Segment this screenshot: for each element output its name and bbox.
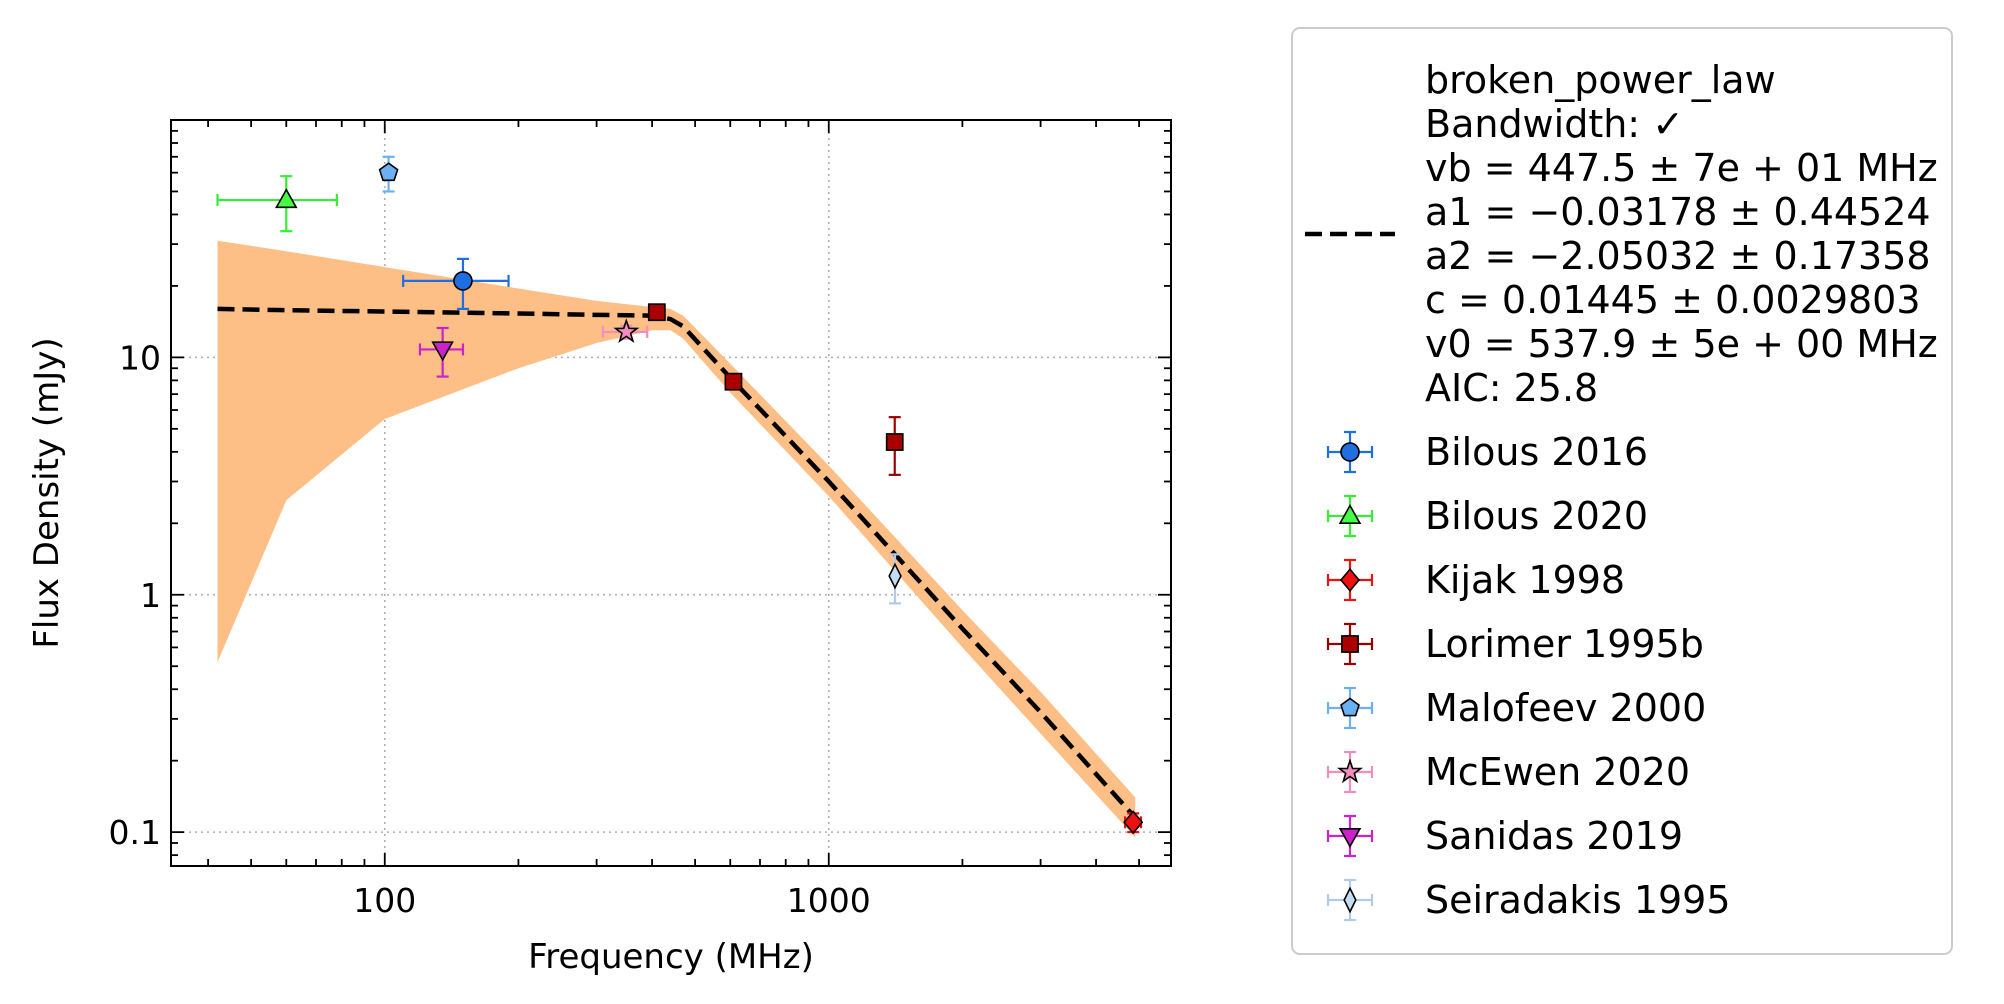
legend-marker — [1340, 442, 1360, 462]
series-lorimer-1995b — [647, 303, 904, 476]
legend-label: Seiradakis 1995 — [1425, 878, 1731, 922]
data-point — [1123, 810, 1144, 835]
legend-label: Bilous 2020 — [1425, 494, 1648, 538]
series-seiradakis-1995 — [888, 553, 902, 605]
legend-marker — [1343, 886, 1357, 914]
legend-entry: Malofeev 2000 — [1326, 686, 1706, 730]
data-point — [453, 271, 473, 291]
data-point — [613, 318, 640, 343]
legend-marker — [1338, 503, 1362, 525]
legend-marker — [1336, 758, 1364, 784]
legend-model-line: a2 = −2.05032 ± 0.17358 — [1425, 234, 1931, 278]
series-kijak-1998 — [1123, 810, 1144, 835]
legend-box — [1291, 27, 1953, 955]
y-axis-label: Flux Density (mJy) — [27, 337, 67, 648]
legend-entry: Kijak 1998 — [1326, 558, 1625, 602]
legend-marker — [1339, 567, 1361, 593]
legend-marker — [1340, 697, 1360, 717]
legend-entry: Seiradakis 1995 — [1326, 878, 1731, 922]
legend-model-line: a1 = −0.03178 ± 0.44524 — [1425, 190, 1931, 234]
legend-model-line: broken_power_law — [1425, 58, 1776, 102]
legend-entry: McEwen 2020 — [1326, 750, 1690, 794]
legend-marker — [1338, 827, 1362, 849]
legend-model-line: vb = 447.5 ± 7e + 01 MHz — [1425, 146, 1938, 190]
legend-label: Sanidas 2019 — [1425, 814, 1683, 858]
data-point — [431, 341, 454, 362]
legend-label: Malofeev 2000 — [1425, 686, 1706, 730]
y-tick-label: 0.1 — [109, 813, 161, 852]
data-point — [724, 372, 743, 391]
x-axis-label: Frequency (MHz) — [528, 937, 814, 977]
series-bilous-2020 — [216, 175, 338, 233]
legend-model-line: Bandwidth: ✓ — [1425, 102, 1684, 146]
x-tick-label: 100 — [353, 881, 416, 920]
legend-model-line: c = 0.01445 ± 0.0029803 — [1425, 278, 1921, 322]
legend-label: Kijak 1998 — [1425, 558, 1625, 602]
series-malofeev-2000 — [378, 155, 399, 193]
legend-label: McEwen 2020 — [1425, 750, 1690, 794]
series-sanidas-2019 — [418, 326, 465, 378]
data-point — [888, 562, 902, 590]
legend-entry: Sanidas 2019 — [1326, 814, 1683, 858]
legend-model-line: v0 = 537.9 ± 5e + 00 MHz — [1425, 322, 1938, 366]
fit-line — [217, 306, 1137, 820]
data-point — [647, 303, 666, 322]
legend-label: Bilous 2016 — [1425, 430, 1648, 474]
series-bilous-2016 — [402, 257, 510, 311]
data-point — [378, 162, 399, 182]
legend-marker — [1341, 635, 1359, 653]
axes-frame — [170, 119, 1172, 867]
y-tick-label: 10 — [119, 338, 161, 377]
fit-uncertainty-band — [217, 240, 1136, 838]
axis-ticks — [171, 119, 1171, 866]
legend-entry: Bilous 2020 — [1326, 494, 1648, 538]
legend-entry: Lorimer 1995b — [1326, 622, 1704, 666]
data-point — [885, 433, 904, 451]
legend-label: Lorimer 1995b — [1425, 622, 1704, 666]
data-point — [275, 188, 298, 209]
y-tick-label: 1 — [140, 576, 161, 615]
legend-model-line: AIC: 25.8 — [1425, 366, 1598, 410]
plot-area: 100 1000 0.1 1 10 Frequency (MHz) Flux Density… — [27, 119, 1172, 977]
x-tick-label: 1000 — [787, 881, 871, 920]
legend-entry: Bilous 2016 — [1326, 430, 1648, 474]
series-mcewen-2020 — [601, 318, 649, 343]
